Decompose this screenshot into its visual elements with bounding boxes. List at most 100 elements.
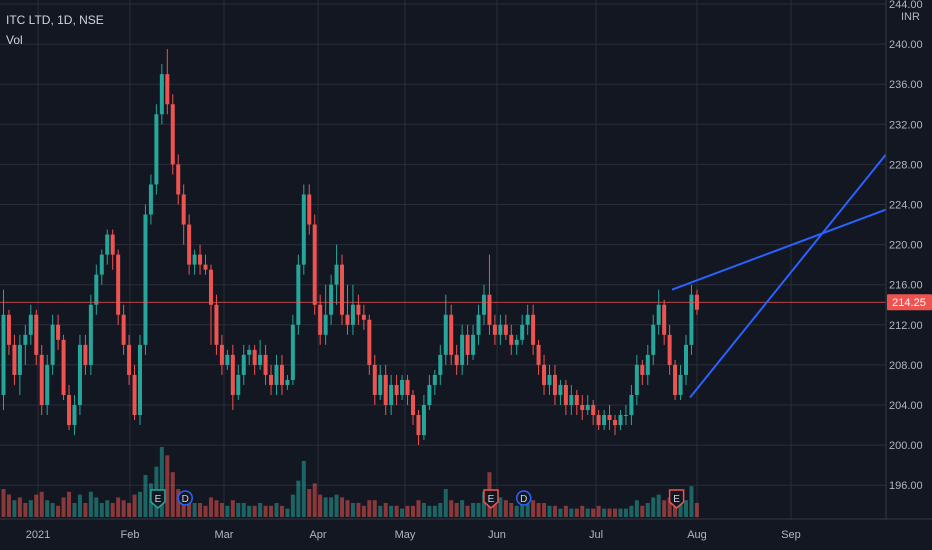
symbol-title: ITC LTD, 1D, NSE bbox=[6, 13, 104, 27]
candle-body bbox=[574, 394, 579, 405]
volume-bar bbox=[17, 497, 22, 517]
candle-body bbox=[138, 344, 142, 416]
y-tick-label: 228.00 bbox=[889, 159, 923, 171]
candle-body bbox=[307, 194, 312, 225]
volume-bar bbox=[552, 505, 557, 517]
volume-bar bbox=[498, 497, 503, 517]
svg-text:E: E bbox=[488, 494, 495, 505]
candle-body bbox=[651, 324, 656, 355]
volume-bar bbox=[165, 455, 170, 517]
candle-body bbox=[50, 324, 55, 365]
y-tick-label: 220.00 bbox=[889, 240, 923, 252]
x-tick-label: Sep bbox=[781, 529, 801, 541]
candle-body bbox=[345, 314, 350, 325]
volume-bar bbox=[138, 491, 142, 517]
volume-bar bbox=[12, 500, 17, 517]
volume-bar bbox=[563, 505, 568, 517]
candle-body bbox=[72, 405, 77, 426]
candle-body bbox=[143, 214, 148, 345]
candle-body bbox=[318, 304, 323, 335]
y-tick-label: 244.00 bbox=[889, 0, 923, 11]
candle-body bbox=[465, 334, 470, 355]
volume-bar bbox=[334, 494, 339, 517]
volume-bar bbox=[684, 500, 688, 517]
y-tick-label: 212.00 bbox=[889, 320, 923, 332]
volume-bar bbox=[427, 505, 432, 517]
volume-bar bbox=[558, 508, 563, 517]
volume-bar bbox=[203, 505, 208, 517]
volume-bar bbox=[50, 503, 55, 517]
volume-bar bbox=[318, 494, 323, 517]
candle-body bbox=[148, 184, 153, 215]
volume-bar bbox=[274, 503, 279, 517]
candle-body bbox=[127, 344, 132, 375]
volume-bar bbox=[400, 508, 405, 517]
candle-body bbox=[487, 294, 492, 325]
volume-bar bbox=[607, 508, 612, 517]
candle-body bbox=[563, 384, 568, 405]
x-tick-label: Aug bbox=[687, 529, 707, 541]
volume-bar bbox=[285, 508, 290, 517]
volume-bar bbox=[1, 489, 6, 517]
candle-body bbox=[285, 379, 290, 385]
volume-bar bbox=[629, 505, 634, 517]
currency-label: INR bbox=[901, 11, 920, 23]
price-axis[interactable] bbox=[886, 0, 932, 550]
volume-bar bbox=[694, 503, 699, 517]
candle-body bbox=[443, 314, 448, 355]
trendlines[interactable] bbox=[671, 153, 887, 399]
volume-bar bbox=[596, 505, 601, 517]
volume-bar bbox=[56, 505, 61, 517]
volume-bar bbox=[28, 500, 33, 517]
volume-bar bbox=[421, 503, 426, 517]
candle-body bbox=[602, 415, 607, 426]
candle-body bbox=[547, 374, 552, 385]
candle-body bbox=[34, 314, 39, 355]
candle-body bbox=[460, 334, 465, 365]
volume-bar bbox=[208, 497, 213, 517]
y-axis-labels: 240.00 236.00 232.00 228.00 224.00 220.00 216.… bbox=[889, 0, 923, 492]
candle-body bbox=[263, 354, 268, 375]
volume-bar bbox=[569, 508, 574, 517]
volume-bar bbox=[83, 503, 88, 517]
candle-body bbox=[662, 304, 667, 335]
last-price-tag: 214.25 bbox=[887, 294, 932, 311]
candle-body bbox=[192, 254, 197, 265]
volume-bar bbox=[634, 500, 639, 517]
trendline bbox=[671, 208, 887, 291]
volume-bar bbox=[465, 505, 470, 517]
dividend-marker: D bbox=[515, 490, 532, 506]
volume-bar bbox=[72, 503, 77, 517]
time-axis[interactable] bbox=[0, 519, 886, 550]
volume-bar bbox=[656, 494, 661, 517]
volume-bar bbox=[236, 503, 241, 517]
y-tick-label: 196.00 bbox=[889, 480, 923, 492]
candle-body bbox=[83, 344, 88, 365]
candlesticks bbox=[1, 49, 699, 446]
volume-bar bbox=[520, 503, 525, 517]
volume-bar bbox=[547, 505, 552, 517]
volume-bar bbox=[307, 489, 312, 517]
volume-bar bbox=[94, 497, 99, 517]
earnings-marker: E bbox=[668, 489, 685, 509]
candle-body bbox=[498, 324, 503, 335]
volume-bar bbox=[361, 505, 366, 517]
volume-bar bbox=[481, 491, 486, 517]
candle-body bbox=[667, 334, 672, 365]
candle-body bbox=[230, 354, 235, 395]
candle-body bbox=[159, 74, 164, 115]
candle-body bbox=[591, 405, 596, 416]
volume-bar bbox=[509, 503, 514, 517]
earnings-marker: E bbox=[483, 489, 499, 509]
volume-bar bbox=[340, 497, 345, 517]
candle-body bbox=[121, 314, 126, 345]
volume-bar bbox=[290, 494, 295, 517]
volume-bar bbox=[591, 508, 596, 517]
candle-body bbox=[105, 234, 110, 255]
candle-body bbox=[56, 324, 61, 340]
volume-bar bbox=[618, 508, 623, 517]
y-tick-label: 200.00 bbox=[889, 440, 923, 452]
